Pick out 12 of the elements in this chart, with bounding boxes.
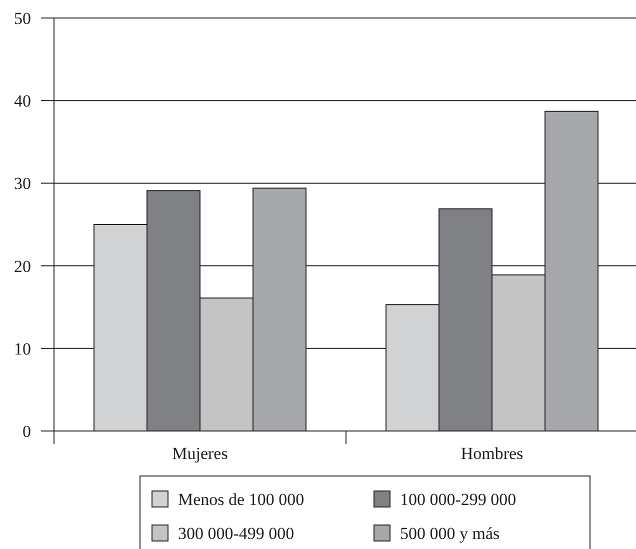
legend-label: 100 000-299 000 (400, 490, 516, 509)
y-tick-label: 20 (14, 256, 31, 276)
y-tick-label: 30 (14, 174, 31, 194)
legend-label: 300 000-499 000 (178, 524, 294, 543)
y-tick-label: 10 (14, 339, 31, 358)
x-tick-label: Mujeres (172, 444, 228, 463)
x-tick-label: Hombres (460, 444, 524, 463)
y-tick-label: 50 (14, 8, 31, 28)
legend-label: 500 000 y más (400, 524, 500, 543)
y-tick-label: 40 (14, 92, 31, 111)
legend-label: Menos de 100 000 (178, 490, 304, 509)
y-tick-label: 0 (22, 422, 31, 441)
